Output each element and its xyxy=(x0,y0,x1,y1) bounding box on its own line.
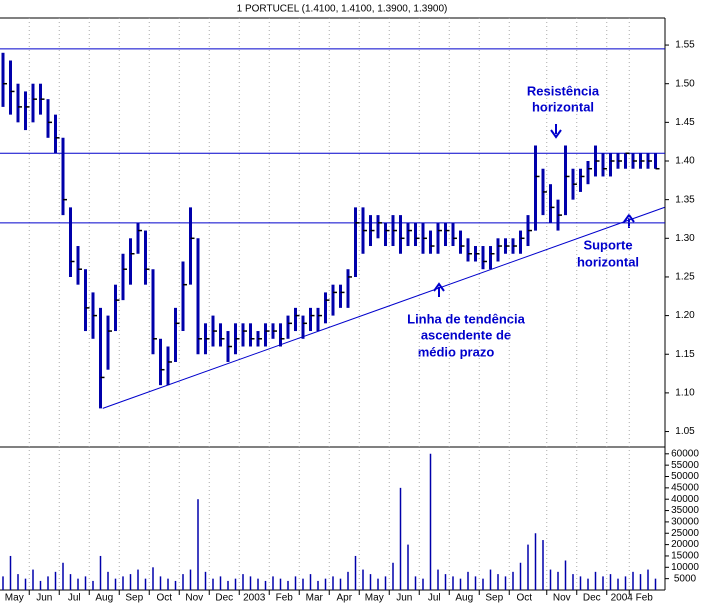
annotation: Resistência xyxy=(527,83,600,98)
y-tick-label: 1.25 xyxy=(675,272,695,283)
x-tick-label: Jul xyxy=(428,593,441,604)
trend-line xyxy=(102,206,665,409)
x-tick-label: Apr xyxy=(336,593,352,604)
chart-title: 1 PORTUCEL (1.4100, 1.4100, 1.3900, 1.39… xyxy=(237,4,448,15)
x-tick-label: Nov xyxy=(185,593,203,604)
y-tick-label: 1.30 xyxy=(675,233,695,244)
x-tick-label: Oct xyxy=(516,593,532,604)
x-tick-label: Jun xyxy=(396,593,412,604)
x-tick-label: Feb xyxy=(276,593,294,604)
y-tick-label: 1.45 xyxy=(675,117,695,128)
annotation: Suporte xyxy=(583,237,632,252)
y-tick-label: 1.05 xyxy=(675,426,695,437)
y-tick-label: 1.50 xyxy=(675,78,695,89)
y2-tick-label: 55000 xyxy=(671,460,699,471)
y-tick-label: 1.55 xyxy=(675,40,695,51)
x-tick-label: Mar xyxy=(306,593,324,604)
y2-tick-label: 20000 xyxy=(671,539,699,550)
annotation: horizontal xyxy=(532,99,594,114)
x-tick-label: Oct xyxy=(156,593,172,604)
y-tick-label: 1.20 xyxy=(675,310,695,321)
y2-tick-label: 60000 xyxy=(671,448,699,459)
y-tick-label: 1.40 xyxy=(675,156,695,167)
y2-tick-label: 50000 xyxy=(671,471,699,482)
x-tick-label: Sep xyxy=(125,593,143,604)
annotation: Linha de tendência xyxy=(407,311,526,326)
arrow xyxy=(550,124,562,139)
y2-tick-label: 10000 xyxy=(671,562,699,573)
x-tick-label: 2004 xyxy=(611,593,634,604)
y-tick-label: 1.15 xyxy=(675,349,695,360)
x-tick-label: Dec xyxy=(583,593,601,604)
x-tick-label: May xyxy=(5,593,24,604)
x-tick-label: Aug xyxy=(455,593,473,604)
y2-tick-label: 5000 xyxy=(674,573,697,584)
x-tick-label: Nov xyxy=(553,593,571,604)
y-tick-label: 1.10 xyxy=(675,388,695,399)
x-tick-label: Jun xyxy=(36,593,52,604)
annotation: horizontal xyxy=(577,254,639,269)
y2-tick-label: 25000 xyxy=(671,528,699,539)
x-tick-label: 2003 xyxy=(243,593,266,604)
y2-tick-label: 30000 xyxy=(671,517,699,528)
x-tick-label: Sep xyxy=(485,593,503,604)
y2-tick-label: 35000 xyxy=(671,505,699,516)
x-tick-label: Feb xyxy=(636,593,654,604)
y-tick-label: 1.35 xyxy=(675,194,695,205)
x-tick-label: May xyxy=(365,593,384,604)
y2-tick-label: 45000 xyxy=(671,482,699,493)
annotation: médio prazo xyxy=(418,344,495,359)
y2-tick-label: 40000 xyxy=(671,494,699,505)
arrow xyxy=(433,282,445,297)
x-tick-label: Jul xyxy=(68,593,81,604)
x-tick-label: Aug xyxy=(95,593,113,604)
y2-tick-label: 15000 xyxy=(671,551,699,562)
annotation: ascendente de xyxy=(421,327,511,342)
x-tick-label: Dec xyxy=(215,593,233,604)
